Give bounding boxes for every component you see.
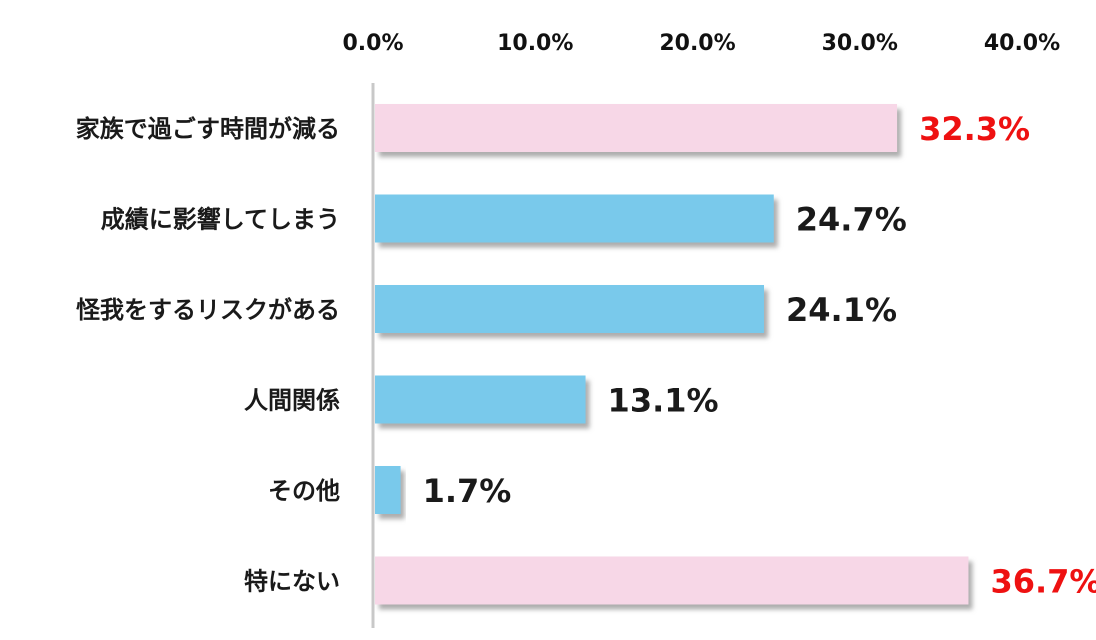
x-tick-label: 30.0% (822, 31, 898, 56)
bar (375, 285, 765, 333)
x-tick-label: 0.0% (342, 31, 403, 56)
x-axis-ticks: 0.0% 10.0% 20.0% 30.0% 40.0% (342, 31, 1060, 56)
bar (375, 104, 898, 152)
bar (375, 194, 774, 243)
bar (375, 466, 401, 514)
category-label: 怪我をするリスクがある (76, 296, 340, 324)
bar (375, 556, 969, 605)
bar (375, 375, 586, 424)
data-label: 36.7% (990, 563, 1096, 601)
data-label: 24.7% (796, 201, 907, 239)
category-labels: 家族で過ごす時間が減る成績に影響してしまう怪我をするリスクがある人間関係その他特… (76, 115, 340, 596)
x-tick-label: 10.0% (497, 31, 573, 56)
data-labels: 32.3% 24.7% 24.1% 13.1% 1.7% 36.7% (423, 110, 1096, 601)
data-label: 32.3% (919, 110, 1030, 148)
data-label: 24.1% (786, 291, 897, 329)
category-label: 人間関係 (244, 387, 340, 415)
x-tick-label: 40.0% (984, 31, 1060, 56)
category-label: その他 (268, 477, 340, 505)
data-label: 1.7% (423, 472, 512, 510)
category-label: 家族で過ごす時間が減る (76, 115, 340, 143)
bars (375, 104, 969, 605)
category-label: 特にない (244, 568, 340, 596)
category-label: 成績に影響してしまう (101, 206, 340, 234)
x-tick-label: 20.0% (659, 31, 735, 56)
data-label: 13.1% (608, 382, 719, 420)
